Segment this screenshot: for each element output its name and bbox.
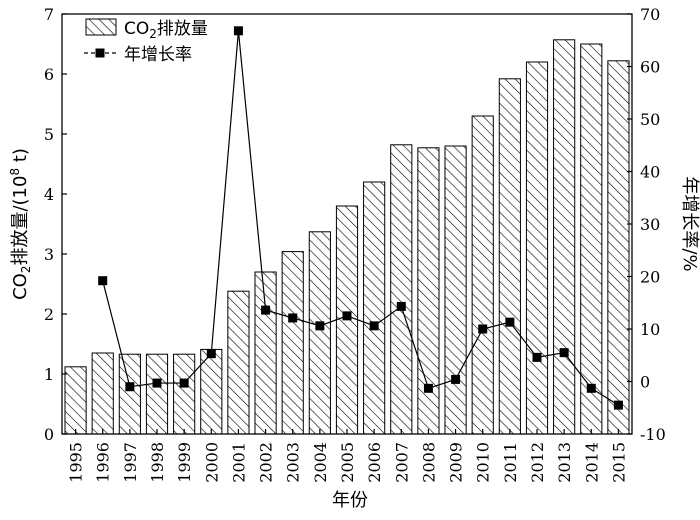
growth-point-2006	[369, 321, 379, 331]
bar-2009	[444, 145, 467, 435]
left-tick-label: 2	[44, 305, 54, 324]
left-tick-label: 3	[44, 245, 54, 264]
x-tick-label: 1999	[175, 442, 194, 483]
bar-series	[64, 39, 630, 435]
growth-point-2012	[532, 352, 542, 362]
x-tick-label: 2013	[555, 442, 574, 483]
right-tick-label: 40	[640, 163, 660, 182]
left-tick-label: 0	[44, 425, 54, 444]
x-tick-label: 2002	[257, 442, 276, 483]
x-tick-label: 2004	[311, 442, 330, 483]
bar-2007	[390, 144, 413, 435]
right-tick-label: 0	[640, 373, 650, 392]
bar-2011	[498, 78, 521, 435]
right-tick-label: 30	[640, 215, 660, 234]
growth-point-1997	[125, 382, 135, 392]
left-tick-label: 1	[44, 365, 54, 384]
right-tick-labels: -10 0 10 20 30 40 50 60 70	[640, 5, 666, 444]
bar-2001	[227, 290, 250, 435]
x-tick-label: 2009	[447, 442, 466, 483]
growth-point-2009	[451, 374, 461, 384]
x-tick-label: 2008	[419, 442, 438, 483]
growth-point-2002	[261, 305, 271, 315]
growth-point-1998	[152, 378, 162, 388]
growth-point-2008	[423, 383, 433, 393]
growth-point-2003	[288, 313, 298, 323]
x-tick-label: 1997	[121, 442, 140, 483]
growth-point-1996	[98, 276, 108, 286]
x-tick-label: 2014	[582, 442, 601, 483]
bar-1999	[173, 353, 196, 435]
right-tick-label: -10	[640, 425, 666, 444]
growth-point-2015	[613, 400, 623, 410]
growth-point-2010	[478, 324, 488, 334]
x-tick-label: 1998	[148, 442, 167, 483]
left-tick-label: 5	[44, 125, 54, 144]
left-tick-label: 7	[44, 5, 54, 24]
bar-2003	[281, 251, 304, 435]
x-tick-label: 2003	[284, 442, 303, 483]
right-tick-label: 10	[640, 320, 660, 339]
growth-point-2011	[505, 317, 515, 327]
x-axis-title: 年份	[332, 490, 368, 511]
bar-2006	[363, 181, 386, 435]
x-tick-label: 2006	[365, 442, 384, 483]
x-tick-label: 2011	[501, 442, 520, 483]
x-tick-label: 2010	[474, 442, 493, 483]
bar-2015	[607, 60, 630, 435]
left-tick-labels: 0 1 2 3 4 5 6 7	[44, 5, 54, 444]
bar-2014	[580, 43, 603, 435]
legend-marker-swatch	[95, 48, 105, 58]
x-tick-label: 1995	[67, 442, 86, 483]
x-tick-label: 2000	[202, 442, 221, 483]
legend-bar-swatch	[85, 18, 117, 36]
growth-point-2000	[206, 349, 216, 359]
x-tick-label: 1996	[94, 442, 113, 483]
right-tick-label: 60	[640, 58, 660, 77]
right-tick-label: 70	[640, 5, 660, 24]
bar-1995	[64, 366, 87, 435]
left-tick-label: 4	[44, 185, 54, 204]
bar-2012	[525, 61, 549, 435]
bar-1998	[145, 353, 169, 435]
growth-point-2014	[586, 383, 596, 393]
growth-point-2001	[233, 26, 243, 36]
x-tick-label: 2012	[528, 442, 547, 483]
growth-point-2005	[342, 311, 352, 321]
left-tick-label: 6	[44, 65, 54, 84]
growth-line	[102, 30, 619, 406]
right-tick-label: 20	[640, 268, 660, 287]
bar-2013	[553, 39, 576, 435]
left-axis-title: CO2排放量/(108 t)	[8, 148, 33, 300]
x-tick-label: 2005	[338, 442, 357, 483]
x-tick-label: 2015	[609, 442, 628, 483]
x-tick-label: 2001	[229, 442, 248, 483]
bar-2010	[471, 115, 494, 435]
bar-2002	[254, 271, 277, 435]
growth-point-2007	[396, 301, 406, 311]
legend-line-label: 年增长率	[124, 45, 192, 65]
x-tick-label: 2007	[392, 442, 411, 483]
growth-point-2004	[315, 321, 325, 331]
right-axis-title: 年增长率/%	[679, 176, 700, 271]
legend-bar-label: CO2排放量	[124, 19, 208, 41]
axis-ticks	[62, 13, 632, 435]
bar-2004	[308, 231, 331, 435]
x-tick-labels: 1995 1996 1997 1998 1999 2000 2001 2002 2003 2004…	[67, 442, 629, 483]
legend: CO2排放量 年增长率	[84, 18, 208, 65]
right-tick-label: 50	[640, 110, 660, 129]
growth-point-1999	[179, 378, 189, 388]
bar-1996	[91, 352, 114, 435]
bar-1997	[118, 353, 141, 435]
growth-line-series	[98, 26, 623, 410]
growth-point-2013	[559, 348, 569, 358]
